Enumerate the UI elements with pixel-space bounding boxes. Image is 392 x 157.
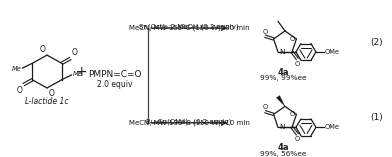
Text: O: O <box>263 29 268 35</box>
Text: PMPN=C=O: PMPN=C=O <box>88 70 142 79</box>
Text: MeCN, MW 130°C (150 W), 10 min: MeCN, MW 130°C (150 W), 10 min <box>129 120 249 127</box>
Text: O: O <box>289 111 295 117</box>
Text: OMe: OMe <box>325 124 339 130</box>
Text: Sn(Oct)₂-2 MeOH (0.2 equiv): Sn(Oct)₂-2 MeOH (0.2 equiv) <box>139 23 239 30</box>
Text: O: O <box>294 136 299 142</box>
Text: Me: Me <box>73 71 83 77</box>
Text: O: O <box>17 86 23 95</box>
Text: Bu₂Sn(OMe)₂ (0.2 equiv): Bu₂Sn(OMe)₂ (0.2 equiv) <box>146 118 232 125</box>
Text: L-lactide 1c: L-lactide 1c <box>25 97 69 106</box>
Text: Me: Me <box>11 66 21 72</box>
Text: MeCN, MW 155°C (150 W), 30 min: MeCN, MW 155°C (150 W), 30 min <box>129 25 249 32</box>
Text: O: O <box>40 45 45 54</box>
Text: (1): (1) <box>370 114 383 122</box>
Text: N: N <box>279 49 285 55</box>
Text: 4a: 4a <box>277 68 289 77</box>
Text: (2): (2) <box>370 38 383 47</box>
Text: O: O <box>289 36 295 42</box>
Text: O: O <box>294 61 299 67</box>
Text: O: O <box>49 89 54 98</box>
Text: OMe: OMe <box>325 49 339 55</box>
Text: O: O <box>263 104 268 110</box>
Text: 99%, 56%ee: 99%, 56%ee <box>260 151 306 157</box>
Text: 2.0 equiv: 2.0 equiv <box>97 80 133 89</box>
Text: N: N <box>279 124 285 130</box>
Text: O: O <box>71 48 77 57</box>
Text: 99%, 99%ee: 99%, 99%ee <box>260 75 306 81</box>
Text: +: + <box>75 65 87 78</box>
Polygon shape <box>276 96 285 106</box>
Text: 4a: 4a <box>277 143 289 152</box>
